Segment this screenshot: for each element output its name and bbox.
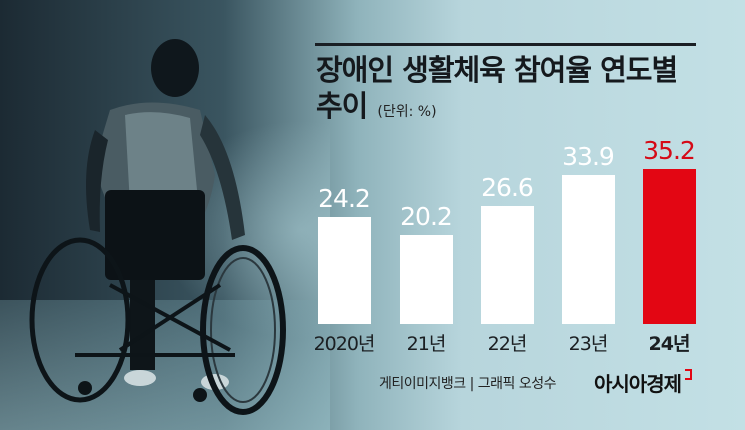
value-label-2020: 24.2 xyxy=(318,184,371,213)
value-label-2021: 20.2 xyxy=(400,202,453,231)
category-label-2023: 23년 xyxy=(568,333,609,355)
category-label-2022: 22년 xyxy=(487,333,528,355)
value-label-2022: 26.6 xyxy=(481,173,534,202)
bar-2023 xyxy=(562,175,615,324)
value-label-2024: 35.2 xyxy=(643,136,696,165)
source-credit: 게티이미지뱅크 | 그래픽 오성수 xyxy=(379,376,557,392)
unit-label: (단위: %) xyxy=(377,104,437,120)
title-rule xyxy=(315,43,696,46)
brand-mark-icon xyxy=(685,369,692,380)
category-label-2021: 21년 xyxy=(406,333,447,355)
category-label-2020: 2020년 xyxy=(313,333,376,355)
value-label-2023: 33.9 xyxy=(562,142,615,171)
brand-logo-text: 아시아경제 xyxy=(594,372,682,396)
title-line-2: 추이 (단위: %) xyxy=(316,89,437,123)
background-photo-wheelchair-athlete xyxy=(0,0,330,430)
bar-2020 xyxy=(318,217,371,324)
title-line-1: 장애인 생활체육 참여율 연도별 xyxy=(316,53,678,87)
wheelchair-athlete-silhouette xyxy=(29,39,286,415)
bar-2024-highlight xyxy=(643,169,696,324)
chart-title: 장애인 생활체육 참여율 연도별 추이 (단위: %) xyxy=(316,52,678,130)
category-label-2024: 24년 xyxy=(648,333,691,355)
bar-2022 xyxy=(481,206,534,324)
bar-2021 xyxy=(400,235,453,324)
